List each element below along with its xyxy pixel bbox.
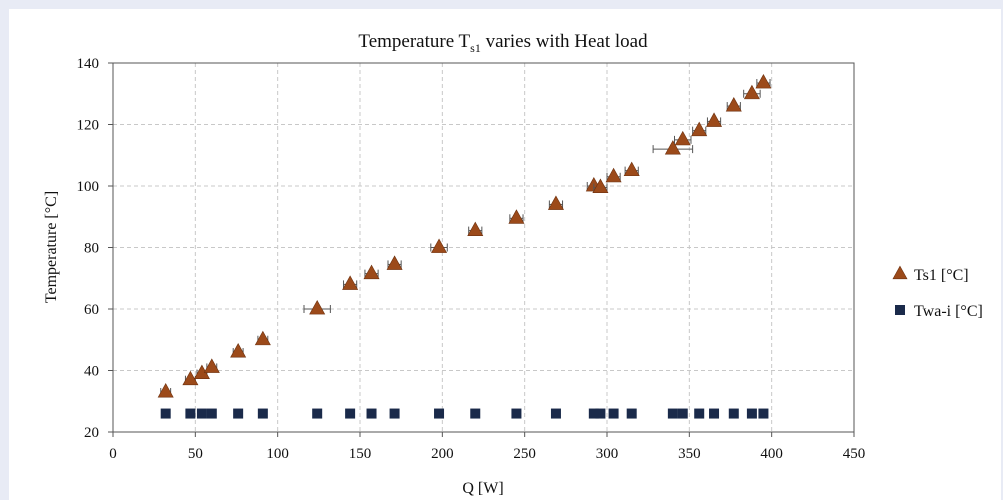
y-tick-label: 120 [77,118,100,134]
data-point [196,408,207,419]
data-point [309,300,326,315]
data-point [608,408,619,419]
y-tick-label: 40 [84,364,99,380]
data-point [312,408,323,419]
y-tick-label: 140 [77,56,100,72]
legend: Ts1 [°C] Twa-i [°C] [892,265,983,320]
x-tick-label: 100 [266,446,289,462]
legend-item: Twa-i [°C] [895,303,983,320]
legend-marker [892,265,908,280]
data-point [160,408,171,419]
y-axis-ticks: 20 40 60 80 100 120 140 [77,56,113,441]
data-point [755,73,772,89]
series-twa-i [160,408,769,419]
data-point [206,408,217,419]
data-point [605,167,622,183]
data-point [389,408,400,419]
grid-lines [113,63,854,432]
data-point [709,408,720,419]
legend-label: Ts1 [°C] [914,267,969,284]
data-point [623,161,640,177]
data-point [626,408,637,419]
data-point [677,408,688,419]
x-tick-label: 350 [678,446,701,462]
data-point [746,408,757,419]
data-point [257,408,268,419]
series-ts1 [157,73,772,398]
data-point [508,209,525,224]
x-axis-ticks: 0 50 100 150 200 250 300 350 400 450 [109,432,865,462]
data-point [345,408,356,419]
data-point [595,408,606,419]
y-tick-label: 100 [77,179,100,195]
y-tick-label: 80 [84,241,99,257]
data-point [550,408,561,419]
y-axis-label: Temperature [°C] [43,191,60,303]
data-point [470,408,481,419]
data-point [743,84,760,100]
data-point [366,408,377,419]
plot-area-border [112,62,855,433]
data-point [691,121,708,137]
x-tick-label: 450 [843,446,866,462]
data-point [185,408,196,419]
data-marks [157,73,772,419]
data-point [674,130,691,146]
data-point [254,330,271,346]
data-point [230,343,247,358]
x-axis-label: Q [W] [462,480,503,497]
y-tick-label: 60 [84,302,99,318]
data-point [706,112,723,127]
data-point [592,178,609,193]
data-point [467,221,484,237]
x-tick-label: 200 [431,446,454,462]
data-point [342,275,359,290]
x-tick-label: 400 [760,446,783,462]
data-point [664,140,681,155]
data-point [547,195,564,210]
x-tick-label: 50 [188,446,203,462]
y-tick-label: 20 [84,425,99,441]
x-tick-label: 150 [349,446,372,462]
chart-frame: Temperature Ts1 varies with Heat load 0 5… [9,9,1001,500]
data-point [233,408,244,419]
data-point [758,408,769,419]
legend-label: Twa-i [°C] [914,303,983,320]
x-tick-label: 250 [513,446,536,462]
data-point [728,408,739,419]
data-point [694,408,705,419]
data-point [182,370,199,386]
data-point [667,408,678,419]
data-point [386,255,403,270]
x-tick-label: 0 [109,446,117,462]
data-point [431,238,448,253]
data-point [363,264,380,280]
chart-title: Temperature Ts1 varies with Heat load [358,31,648,55]
legend-item: Ts1 [°C] [892,265,969,284]
legend-marker [895,305,905,315]
data-point [725,97,742,112]
data-point [203,358,220,373]
chart-svg: Temperature Ts1 varies with Heat load 0 5… [43,31,983,497]
data-point [588,408,599,419]
data-point [434,408,445,419]
x-tick-label: 300 [596,446,619,462]
data-point [157,383,174,398]
data-point [511,408,522,419]
